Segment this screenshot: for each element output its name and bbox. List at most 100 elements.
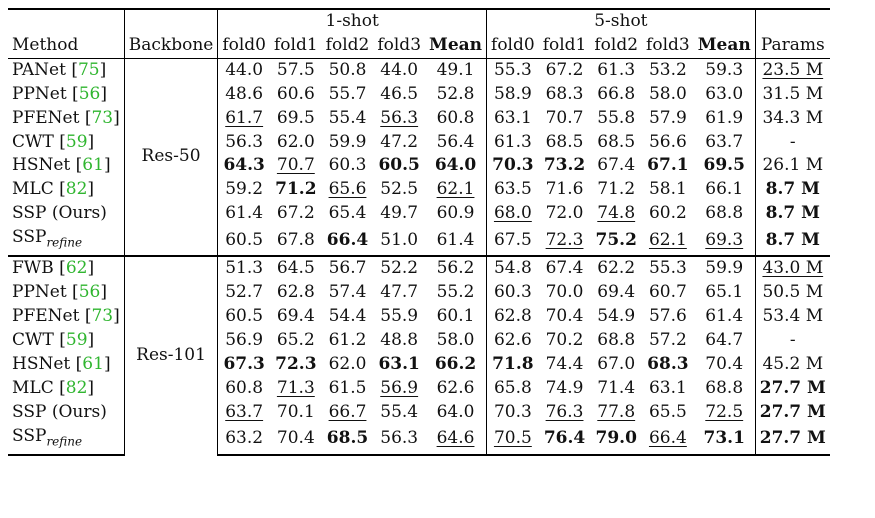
params-cell: 31.5 M xyxy=(754,82,830,107)
value-cell: 60.2 xyxy=(648,203,687,224)
value-cell: 48.8 xyxy=(380,330,419,351)
table-row: HSNet [61] 64.3 70.7 60.3 60.5 64.0 70.3 73.2 67… xyxy=(8,154,830,179)
value-cell: 63.7 xyxy=(705,131,744,152)
value-cell: 66.8 xyxy=(597,83,636,104)
citation-link[interactable]: 82 xyxy=(65,377,88,398)
header-col: fold1 xyxy=(542,34,587,55)
value-cell: 61.7 xyxy=(217,106,270,131)
value-cell: 54.4 xyxy=(328,306,367,327)
value-cell: 71.4 xyxy=(597,377,636,398)
value-cell: 57.5 xyxy=(270,57,322,83)
method-name: SSP (Ours) xyxy=(12,401,107,422)
results-table: 1-shot 5-shot Method Backbone fold0 fold… xyxy=(8,8,830,457)
header-row-groups: 1-shot 5-shot xyxy=(8,8,830,34)
value-cell: 63.1 xyxy=(648,377,687,398)
value-cell: 55.3 xyxy=(486,57,539,83)
value-cell: 63.7 xyxy=(217,400,270,425)
value-cell: 51.0 xyxy=(380,229,419,250)
value-cell: 59.9 xyxy=(693,255,756,282)
value-cell: 62.8 xyxy=(276,282,315,303)
table-row: CWT [59] 56.9 65.2 61.2 48.8 58.0 62.6 70.2 68.8… xyxy=(8,329,830,354)
header-method: Method xyxy=(12,34,79,55)
value-cell: 56.3 xyxy=(373,424,426,457)
header-group-5shot: 5-shot xyxy=(486,8,756,34)
value-cell: 68.5 xyxy=(321,424,374,457)
citation-link[interactable]: 61 xyxy=(82,354,104,375)
value-cell: 69.4 xyxy=(276,306,315,327)
value-cell: 57.2 xyxy=(648,330,687,351)
method-name: PPNet xyxy=(12,282,67,303)
value-cell: 65.2 xyxy=(276,330,315,351)
method-name: PFENet xyxy=(12,107,80,128)
table-body: PANet [75] Res-50 44.0 57.5 50.8 44.0 49.1 55.3… xyxy=(8,57,830,457)
value-cell: 67.3 xyxy=(217,353,270,377)
method-cell: PANet [75] xyxy=(8,57,125,83)
value-cell: 61.3 xyxy=(590,57,643,83)
method-name: SSP xyxy=(12,425,47,446)
method-subscript: refine xyxy=(46,434,83,449)
value-cell: 66.4 xyxy=(642,424,694,457)
method-name: PANet xyxy=(12,59,66,80)
value-cell: 70.4 xyxy=(270,424,322,457)
params-cell: 8.7 M xyxy=(754,202,830,227)
value-cell: 58.9 xyxy=(486,82,539,107)
value-cell: 64.5 xyxy=(270,255,322,282)
value-cell: 70.3 xyxy=(486,154,539,179)
value-cell: 62.0 xyxy=(276,131,315,152)
citation-link[interactable]: 56 xyxy=(78,282,101,303)
value-cell: 60.5 xyxy=(378,155,420,176)
value-cell: 68.3 xyxy=(647,354,689,375)
citation-link[interactable]: 59 xyxy=(65,330,88,351)
method-cell: CWT [59] xyxy=(12,330,95,351)
value-cell: 56.3 xyxy=(380,107,419,128)
method-cell: FWB [62] xyxy=(8,255,125,282)
value-cell: 71.6 xyxy=(545,179,584,200)
params-cell: 8.7 M xyxy=(754,178,830,203)
citation-link[interactable]: 82 xyxy=(65,179,88,200)
table-row: PPNet [56] 52.7 62.8 57.4 47.7 55.2 60.3 70.0 69… xyxy=(8,281,830,306)
value-cell: 65.5 xyxy=(648,401,687,422)
header-group-1shot: 1-shot xyxy=(217,8,487,34)
params-cell: 53.4 M xyxy=(754,305,830,330)
value-cell: 52.7 xyxy=(217,281,270,306)
citation-link[interactable]: 56 xyxy=(78,83,101,104)
value-cell: 68.8 xyxy=(597,330,636,351)
method-cell: SSPrefine xyxy=(8,226,124,256)
value-cell: 67.5 xyxy=(486,226,539,257)
citation-link[interactable]: 59 xyxy=(65,131,88,152)
value-cell: 58.0 xyxy=(436,330,475,351)
value-cell: 58.1 xyxy=(648,179,687,200)
value-cell: 70.1 xyxy=(276,401,315,422)
value-cell: 60.9 xyxy=(436,203,475,224)
method-name: SSP xyxy=(12,227,47,248)
header-row-columns: Method Backbone fold0 fold1 fold2 fold3 … xyxy=(8,33,830,59)
method-cell: SSPrefine xyxy=(8,424,125,457)
value-cell: 55.8 xyxy=(597,107,636,128)
value-cell: 73.2 xyxy=(543,155,586,176)
value-cell: 63.5 xyxy=(486,178,539,203)
citation-link[interactable]: 73 xyxy=(91,306,114,327)
value-cell: 55.7 xyxy=(328,83,367,104)
value-cell: 67.2 xyxy=(538,57,591,83)
value-cell: 67.0 xyxy=(597,354,636,375)
table-row: SSP (Ours) 63.7 70.1 66.7 55.4 64.0 70.3 76.3 77… xyxy=(8,400,830,425)
value-cell: 64.6 xyxy=(425,424,487,457)
method-name: HSNet xyxy=(12,155,71,176)
value-cell: 67.4 xyxy=(538,255,591,282)
value-cell: 49.1 xyxy=(425,57,487,83)
value-cell: 60.8 xyxy=(436,107,475,128)
value-cell: 74.4 xyxy=(545,354,584,375)
params-cell: 34.3 M xyxy=(754,106,830,131)
header-backbone: Backbone xyxy=(123,33,218,59)
citation-link[interactable]: 75 xyxy=(77,59,100,80)
value-cell: 46.5 xyxy=(380,83,419,104)
value-cell: 48.6 xyxy=(217,82,270,107)
citation-link[interactable]: 62 xyxy=(65,258,88,279)
citation-link[interactable]: 73 xyxy=(91,107,114,128)
citation-link[interactable]: 61 xyxy=(82,155,104,176)
value-cell: 47.2 xyxy=(380,131,419,152)
value-cell: 62.2 xyxy=(590,255,643,282)
value-cell: 79.0 xyxy=(590,424,643,457)
value-cell: 69.5 xyxy=(276,107,315,128)
value-cell: 47.7 xyxy=(380,282,419,303)
